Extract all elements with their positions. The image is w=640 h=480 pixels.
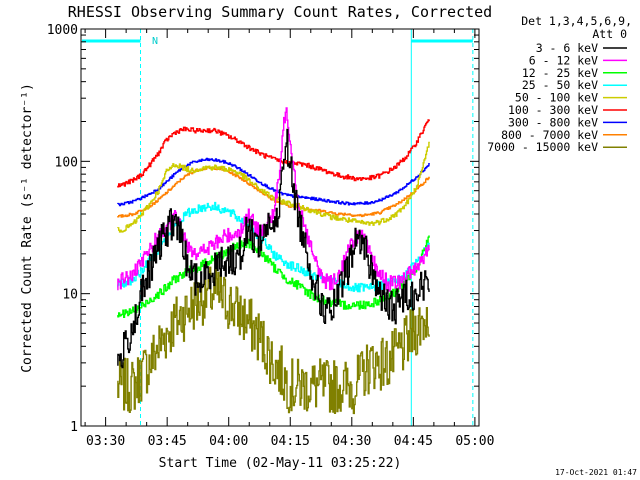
x-tick-label-3: 04:15 — [271, 434, 310, 449]
series-line-4 — [117, 141, 430, 233]
timestamp: 17-Oct-2021 01:47 — [555, 468, 637, 477]
series-line-8 — [117, 266, 430, 415]
legend-header-line2: Att 0 — [592, 27, 627, 41]
y-axis-label: Corrected Count Rate (s⁻¹ detector⁻¹) — [20, 83, 35, 373]
legend-label-7: 800 - 7000 keV — [501, 128, 598, 142]
legend-label-8: 7000 - 15000 keV — [487, 140, 598, 154]
x-axis-label: Start Time (02-May-11 03:25:22) — [159, 456, 402, 471]
x-tick-label-2: 04:00 — [209, 434, 248, 449]
x-tick-label-5: 04:45 — [394, 434, 433, 449]
legend-label-0: 3 - 6 keV — [536, 41, 598, 55]
y-tick-label-2: 100 — [55, 155, 78, 170]
y-tick-label-3: 1000 — [47, 23, 78, 38]
legend-label-5: 100 - 300 keV — [508, 103, 598, 117]
legend-label-2: 12 - 25 keV — [522, 66, 598, 80]
x-tick-label-6: 05:00 — [455, 434, 494, 449]
series-line-0 — [117, 128, 430, 369]
series-line-2 — [117, 235, 430, 318]
legend-label-4: 50 - 100 keV — [515, 91, 598, 105]
x-tick-label-0: 03:30 — [86, 434, 125, 449]
legend-label-3: 25 - 50 keV — [522, 78, 598, 92]
y-tick-label-1: 10 — [62, 288, 78, 303]
night-marker: N — [152, 36, 158, 47]
series-group — [117, 107, 430, 415]
chart-title: RHESSI Observing Summary Count Rates, Co… — [68, 3, 492, 21]
series-line-5 — [117, 119, 430, 188]
legend-label-6: 300 - 800 keV — [508, 115, 598, 129]
series-line-6 — [117, 157, 430, 207]
y-tick-label-0: 1 — [70, 420, 78, 435]
x-tick-label-1: 03:45 — [148, 434, 187, 449]
legend-label-1: 6 - 12 keV — [529, 53, 598, 67]
legend-header-line1: Det 1,3,4,5,6,9, — [521, 14, 632, 28]
x-tick-label-4: 04:30 — [332, 434, 371, 449]
plot-frame — [80, 28, 480, 427]
axes: 03:30 03:45 04:00 04:15 04:30 04:45 05:00 1 10 10… — [47, 23, 495, 449]
